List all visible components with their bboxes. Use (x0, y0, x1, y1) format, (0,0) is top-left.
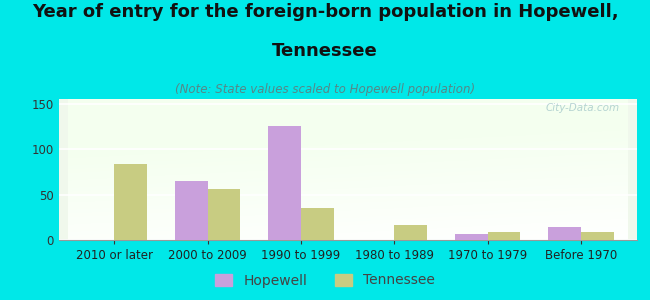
Bar (488, 232, 521, 240)
Bar (581, 232, 614, 240)
Bar (455, 234, 488, 240)
Text: Year of entry for the foreign-born population in Hopewell,: Year of entry for the foreign-born popul… (32, 3, 618, 21)
Bar (549, 227, 581, 240)
Bar (208, 189, 240, 240)
Bar (175, 181, 208, 240)
Bar (268, 126, 301, 240)
Text: City-Data.com: City-Data.com (545, 103, 619, 113)
Legend: Hopewell, Tennessee: Hopewell, Tennessee (210, 268, 440, 293)
Bar (395, 224, 427, 240)
Text: (Note: State values scaled to Hopewell population): (Note: State values scaled to Hopewell p… (175, 82, 475, 95)
Bar (114, 164, 147, 240)
Text: Tennessee: Tennessee (272, 42, 378, 60)
Bar (301, 208, 333, 240)
